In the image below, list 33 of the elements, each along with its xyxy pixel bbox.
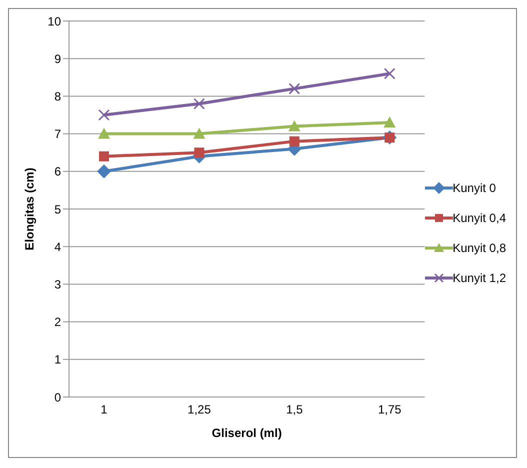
y-tick-label: 5 [54,202,62,216]
point [97,164,111,178]
y-tick-label: 0 [54,390,62,404]
x-axis-title: Gliserol (ml) [212,426,282,440]
x-tick-label: 1 [100,402,108,417]
legend-label: Kunyit 1,2 [452,271,506,285]
x-tick-label: 1,25 [188,402,212,417]
point [289,136,300,146]
y-tick-label: 4 [54,240,62,254]
point [384,116,396,128]
y-tick-label: 3 [54,277,62,292]
point [99,151,109,162]
y-tick-label: 1 [54,352,62,367]
point [193,98,205,110]
point [288,82,300,94]
y-tick-label: 9 [54,52,62,66]
x-tick-label: 1,75 [378,402,402,417]
legend-label: Kunyit 0,4 [452,211,506,225]
y-tick-label: 6 [54,164,62,179]
point [98,128,110,139]
x-tick-label: 1,5 [286,402,304,417]
point [194,148,204,158]
y-tick-label: 8 [54,89,62,104]
point [288,120,300,132]
y-tick-label: 10 [48,14,62,28]
point [384,68,396,80]
y-tick-label: 7 [54,127,62,142]
legend-label: Kunyit 0,8 [452,241,506,255]
point [193,128,206,139]
legend-label: Kunyit 0 [452,181,496,195]
y-axis-title: Elongitas (cm) [22,168,36,250]
y-tick-label: 2 [54,315,62,330]
point [98,109,110,121]
